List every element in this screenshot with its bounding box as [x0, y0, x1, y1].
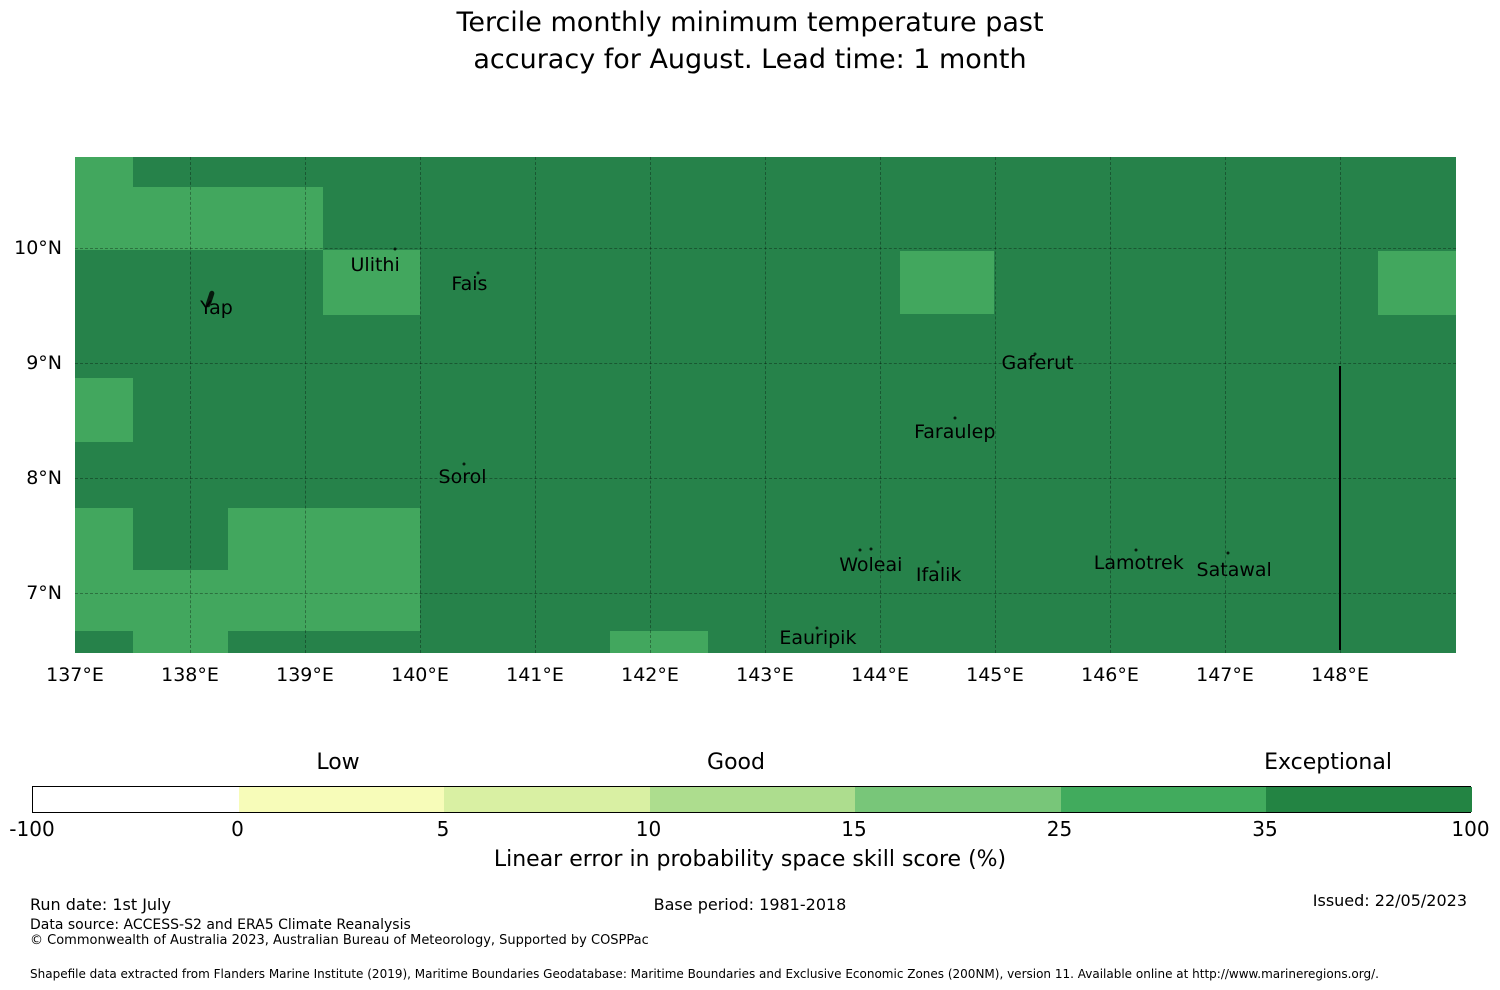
- colorbar-segment-0-to-5: [238, 787, 444, 812]
- colorbar: [32, 786, 1472, 813]
- colorbar-tick-label: 10: [635, 817, 662, 841]
- chart-title-line-2: accuracy for August. Lead time: 1 month: [473, 44, 1027, 75]
- issued-date-text: Issued: 22/05/2023: [1312, 891, 1467, 910]
- skill-score-patch-25-35: [323, 250, 420, 315]
- place-label-lamotrek: Lamotrek: [1093, 552, 1184, 575]
- gridline-meridian: [765, 157, 766, 653]
- y-tick-label: 10°N: [14, 237, 62, 259]
- colorbar-segment-10-to-15: [649, 787, 855, 812]
- sorol-atoll-marker: [462, 462, 466, 466]
- x-tick-label: 144°E: [851, 664, 909, 686]
- place-label-faraulep: Faraulep: [914, 421, 996, 443]
- place-label-yap: Yap: [200, 296, 233, 319]
- copyright-text: © Commonwealth of Australia 2023, Austra…: [30, 933, 649, 948]
- colorbar-segment--100-to-0: [33, 787, 239, 812]
- colorbar-tick-label: 5: [436, 817, 450, 841]
- eauripik-atoll-marker: [815, 626, 819, 629]
- x-tick-label: 139°E: [276, 664, 334, 686]
- gridline-parallel: [75, 363, 1456, 364]
- skill-score-patch-25-35: [227, 507, 420, 631]
- gridline-meridian: [650, 157, 651, 653]
- colorbar-tick-label: 35: [1252, 817, 1278, 841]
- x-tick-label: 145°E: [966, 664, 1024, 686]
- colorbar-tick-label: -100: [9, 817, 55, 841]
- colorbar-tick-label: 100: [1451, 817, 1490, 841]
- colorbar-category-good: Good: [707, 750, 765, 775]
- x-tick-label: 142°E: [621, 664, 679, 686]
- colorbar-tick-label: 25: [1046, 817, 1073, 841]
- x-tick-label: 140°E: [391, 664, 449, 686]
- faraulep-atoll-marker: [953, 416, 957, 420]
- colorbar-segment-25-to-35: [1060, 787, 1266, 812]
- place-label-gaferut: Gaferut: [1001, 352, 1074, 374]
- gridline-meridian: [880, 157, 881, 653]
- skill-score-patch-25-35: [1377, 251, 1456, 315]
- map-canvas: Yap Ulithi Fais Gaferut Faraulep Sorol Woleai I…: [75, 157, 1456, 653]
- fais-island-marker: [476, 271, 479, 275]
- ifalik-atoll-marker: [936, 560, 939, 564]
- y-tick-label: 9°N: [26, 352, 62, 374]
- gridline-parallel: [75, 248, 1456, 249]
- place-label-ulithi: Ulithi: [350, 254, 400, 277]
- skill-score-patch-25-35: [132, 570, 228, 653]
- place-label-woleai: Woleai: [839, 554, 903, 577]
- colorbar-label: Linear error in probability space skill …: [493, 847, 1007, 872]
- gridline-parallel: [75, 593, 1456, 594]
- skill-score-patch-25-35: [75, 377, 133, 443]
- chart-title-line-1: Tercile monthly minimum temperature past: [456, 7, 1044, 38]
- x-tick-label: 143°E: [736, 664, 794, 686]
- x-tick-label: 148°E: [1311, 664, 1369, 686]
- x-tick-label: 141°E: [506, 664, 564, 686]
- colorbar-tick-label: 0: [231, 817, 244, 841]
- skill-score-patch-25-35: [132, 187, 324, 251]
- y-tick-label: 8°N: [26, 467, 62, 489]
- gridline-meridian: [1225, 157, 1226, 653]
- gridline-meridian: [305, 157, 306, 653]
- skill-score-patch-25-35: [609, 630, 708, 653]
- skill-score-patch-25-35: [75, 157, 133, 251]
- place-label-sorol: Sorol: [438, 465, 487, 488]
- colorbar-segment-35-to-100: [1266, 787, 1472, 812]
- run-date-text: Run date: 1st July: [30, 895, 171, 914]
- gridline-meridian: [190, 157, 191, 653]
- gridline-parallel: [75, 478, 1456, 479]
- place-label-satawal: Satawal: [1196, 559, 1272, 581]
- colorbar-segment-15-to-25: [855, 787, 1061, 812]
- x-tick-label: 137°E: [46, 664, 104, 686]
- gridline-meridian: [420, 157, 421, 653]
- colorbar-segment-5-to-10: [444, 787, 650, 812]
- ulithi-atoll-marker: [393, 247, 397, 251]
- colorbar-tick-label: 15: [841, 817, 867, 841]
- place-label-fais: Fais: [451, 272, 488, 295]
- gaferut-island-marker: [1033, 352, 1037, 356]
- x-tick-label: 147°E: [1196, 664, 1254, 686]
- place-label-eauripik: Eauripik: [779, 626, 857, 649]
- x-tick-label: 138°E: [161, 664, 219, 686]
- x-tick-label: 146°E: [1081, 664, 1139, 686]
- maritime-boundary-line: [1339, 366, 1341, 651]
- data-source-text: Data source: ACCESS-S2 and ERA5 Climate …: [30, 917, 411, 933]
- shapefile-note-text: Shapefile data extracted from Flanders M…: [30, 967, 1379, 981]
- colorbar-category-low: Low: [316, 750, 360, 775]
- y-tick-label: 7°N: [26, 582, 62, 604]
- place-label-ifalik: Ifalik: [915, 563, 962, 586]
- skill-score-patch-25-35: [75, 507, 133, 631]
- gridline-meridian: [535, 157, 536, 653]
- gridline-meridian: [1110, 157, 1111, 653]
- lamotrek-atoll-marker: [1134, 548, 1138, 552]
- colorbar-category-exceptional: Exceptional: [1264, 750, 1392, 775]
- woleai-atoll-b-marker: [869, 547, 873, 551]
- satawal-island-marker: [1226, 551, 1230, 555]
- skill-score-patch-25-35: [899, 251, 994, 314]
- gridline-meridian: [995, 157, 996, 653]
- woleai-atoll-a-marker: [858, 548, 862, 552]
- base-period-text: Base period: 1981-2018: [653, 895, 847, 914]
